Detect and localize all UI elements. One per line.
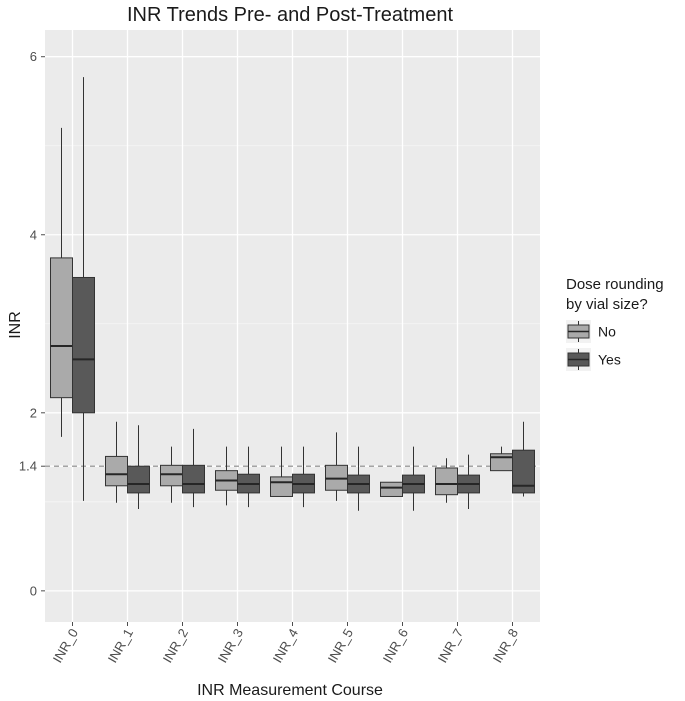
box-yes-inr_5	[347, 446, 370, 511]
x-tick-label: INR_6	[380, 626, 411, 665]
y-axis-title: INR	[7, 311, 24, 339]
box-body	[127, 465, 150, 494]
box-yes-inr_7	[457, 454, 480, 509]
x-axis-title: INR Measurement Course	[197, 682, 383, 699]
box-body	[380, 481, 403, 497]
box-no-inr_7	[435, 458, 458, 503]
boxes	[50, 77, 535, 511]
y-tick-label: 0	[30, 583, 37, 598]
box-body	[105, 455, 128, 487]
box-yes-inr_6	[402, 446, 425, 511]
box-body	[160, 464, 183, 487]
x-tick-label: INR_2	[160, 626, 191, 665]
y-tick-label: 4	[30, 227, 37, 242]
y-tick-label: 2	[30, 405, 37, 420]
box-no-inr_0	[50, 127, 73, 437]
x-tick-label: INR_5	[325, 626, 356, 665]
box-yes-inr_4	[292, 446, 315, 508]
legend-title-line-2: by vial size?	[566, 296, 648, 313]
box-body	[490, 453, 513, 472]
x-axis-ticks: INR_0 INR_1 INR_2 INR_3 INR_4 INR_5 INR_6 INR_7…	[50, 622, 521, 665]
x-tick-label: INR_4	[270, 626, 301, 665]
x-tick-label: INR_1	[105, 626, 136, 665]
legend-label: No	[598, 324, 616, 340]
box-body	[50, 257, 73, 399]
box-no-inr_2	[160, 446, 183, 503]
box-yes-inr_1	[127, 425, 150, 509]
x-tick-label: INR_0	[50, 626, 81, 665]
legend-label: Yes	[598, 352, 621, 368]
box-body	[435, 467, 458, 496]
box-body	[72, 276, 95, 414]
y-tick-label: 1.4	[19, 459, 37, 474]
x-tick-label: INR_7	[435, 626, 466, 665]
x-tick-label: INR_3	[215, 626, 246, 665]
box-body	[182, 464, 205, 494]
legend-item-no: No	[566, 320, 616, 343]
x-tick-label: INR_8	[490, 626, 521, 665]
box-no-inr_6	[380, 481, 403, 497]
box-yes-inr_8	[512, 421, 535, 497]
box-body	[270, 476, 293, 497]
grid-major	[45, 30, 540, 622]
y-axis-ticks: 0 1.4 2 4 6	[19, 49, 45, 598]
box-no-inr_5	[325, 432, 348, 501]
y-tick-label: 6	[30, 49, 37, 64]
box-no-inr_4	[270, 446, 293, 497]
box-yes-inr_0	[72, 77, 95, 501]
box-yes-inr_2	[182, 428, 205, 508]
legend: Dose rounding by vial size? No Yes	[566, 276, 664, 371]
legend-item-yes: Yes	[566, 348, 621, 371]
box-yes-inr_3	[237, 446, 260, 508]
box-body	[512, 449, 535, 494]
legend-title-line-1: Dose rounding	[566, 276, 664, 293]
legend-keys: No Yes	[566, 320, 621, 371]
chart-title: INR Trends Pre- and Post-Treatment	[127, 4, 453, 26]
